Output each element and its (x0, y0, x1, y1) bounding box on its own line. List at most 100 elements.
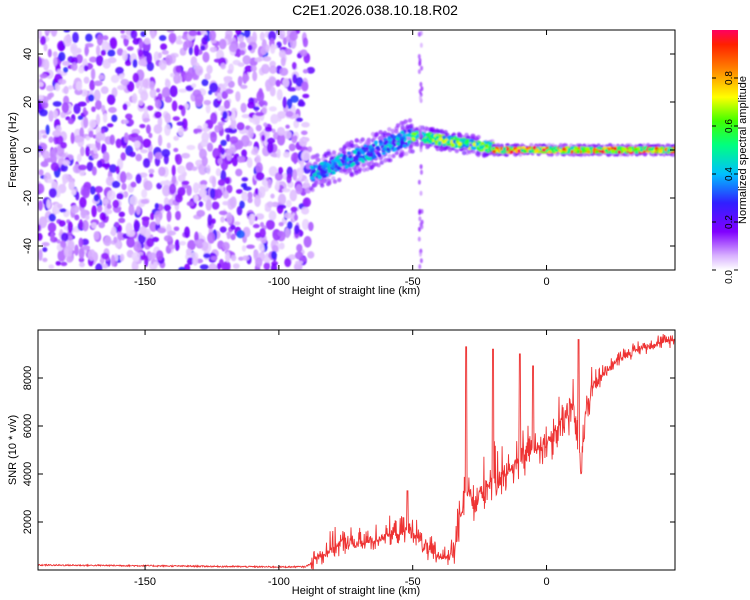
spectrogram-cell (110, 74, 120, 84)
spectrogram-cell (220, 216, 225, 223)
spectrogram-cell (79, 196, 87, 208)
spectrogram-cell (106, 123, 114, 128)
spectrogram-cell (377, 153, 382, 158)
spectrogram-cell (372, 155, 377, 159)
spectrogram-cell (156, 182, 163, 190)
spectrogram-cell (192, 256, 199, 266)
spectrogram-cell (167, 230, 177, 236)
spectrogram-cell (158, 166, 166, 177)
spectrogram-cell (442, 142, 447, 147)
spectrogram-cell (325, 151, 331, 156)
spectrogram-cell (447, 147, 453, 153)
spectrogram-cell (55, 260, 62, 266)
spectrogram-cell (281, 188, 291, 193)
spectrogram-cell (152, 261, 158, 268)
spectrogram-cell (268, 210, 277, 221)
spectrogram-cell (235, 91, 241, 102)
spectrogram-cell (58, 220, 66, 227)
spectrogram-cell (316, 171, 321, 176)
spectrogram-cell (129, 151, 136, 158)
spectrogram-cell (256, 90, 265, 103)
spectrogram-cell (250, 213, 256, 223)
spectrogram-cell (327, 168, 332, 173)
spectrogram-cell (388, 144, 393, 148)
spectrogram-cell (77, 101, 87, 107)
spectrogram-cell (40, 160, 49, 168)
spectrogram-cell (179, 241, 187, 246)
spectrogram-cell (293, 214, 299, 221)
spectrogram-cell (78, 247, 85, 260)
spectrogram-cell (62, 60, 70, 66)
spectrogram-cell (175, 210, 181, 221)
spectrogram-cell (237, 75, 243, 87)
colorbar-tick-label: 0.0 (724, 270, 735, 284)
spectrogram-cell (163, 204, 171, 212)
spectrogram-cell (75, 191, 80, 201)
spectrogram-cell (56, 239, 61, 244)
spectrogram-cell (78, 257, 85, 263)
spectrogram-cell (38, 152, 41, 158)
spectrogram-cell (247, 197, 253, 204)
spectrogram-cell (49, 148, 57, 161)
spectrogram-cell (52, 51, 58, 58)
spectrogram-cell (289, 189, 298, 202)
spectrogram-cell (79, 127, 85, 138)
spectrogram-cell (130, 30, 138, 39)
spectrogram-cell (214, 125, 220, 133)
spectrogram-cell (360, 163, 366, 168)
spectrogram-cell (78, 164, 87, 171)
spectrogram-cell (419, 133, 423, 139)
spectrogram-cell (45, 124, 50, 135)
spectrogram-cell (95, 54, 104, 67)
spectrogram-cell (267, 30, 277, 42)
spectrogram-cell (48, 110, 54, 122)
spectrogram-cell (48, 187, 57, 198)
spectrogram-cell (357, 167, 363, 172)
spectrogram-cell (621, 146, 626, 151)
spectrogram-cell (514, 149, 519, 153)
spectrogram-cell (157, 227, 167, 234)
spectrogram-cell (194, 93, 204, 104)
spectrogram-cell (242, 255, 250, 261)
spectrogram-cell (408, 149, 413, 154)
spectrogram-cell (204, 73, 211, 81)
spectrogram-cell (378, 130, 383, 135)
spectrogram-cell (133, 220, 141, 233)
spectrogram-cell (284, 48, 293, 55)
spectrogram-cell (131, 251, 141, 262)
spectrogram-cell (253, 106, 260, 111)
spectrogram-cell (38, 200, 43, 211)
spectrogram-cell (420, 209, 424, 214)
spectrogram-cell (85, 33, 93, 42)
spectrogram-cell (119, 72, 124, 80)
spectrogram-cell (206, 142, 214, 152)
spectrogram-cell (341, 160, 345, 164)
spectrogram-cell (364, 139, 370, 145)
spectrogram-cell (418, 208, 422, 214)
spectrogram-cell (585, 146, 590, 151)
spectrogram-cell (218, 38, 227, 50)
spectrogram-cell (101, 104, 106, 113)
spectrogram-cell (394, 150, 399, 156)
spectrogram-cell (96, 34, 104, 46)
spectrogram-cell (348, 155, 353, 159)
top-x-ticks: -150 -100 -50 0 (134, 30, 550, 288)
spectrogram-cell (270, 193, 275, 199)
spectrogram-cell (110, 254, 116, 267)
spectrogram-cell (181, 152, 191, 159)
spectrogram-cell (364, 146, 369, 151)
spectrogram-cell (284, 227, 291, 239)
spectrogram-cell (475, 142, 480, 147)
spectrogram-cell (360, 137, 365, 142)
spectrogram-cell (317, 176, 322, 180)
spectrogram-cell (399, 151, 404, 156)
spectrogram-cell (252, 70, 258, 82)
spectrogram-cell (178, 186, 186, 196)
spectrogram-cell (186, 144, 196, 150)
spectrogram-cell (106, 94, 116, 105)
spectrogram-cell (298, 137, 308, 147)
spectrogram-cell (81, 186, 90, 199)
spectrogram-cell (576, 149, 581, 154)
spectrogram-cell (240, 156, 246, 163)
spectrogram-cell (102, 113, 108, 123)
